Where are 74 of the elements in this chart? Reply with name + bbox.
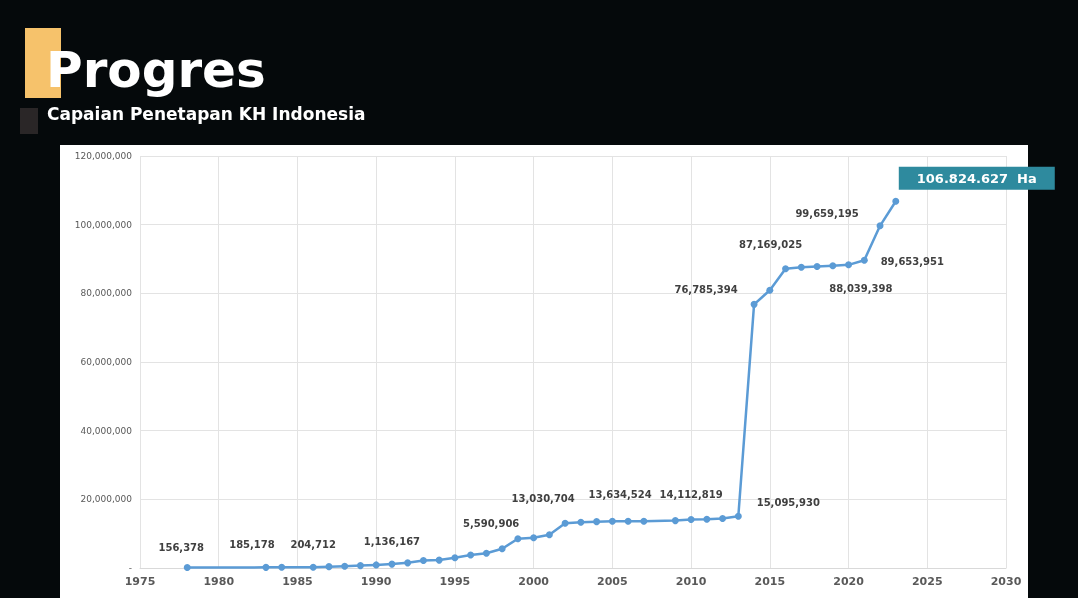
y-tick-label: 40,000,000 — [80, 425, 133, 436]
point — [309, 563, 317, 571]
point — [356, 562, 364, 570]
y-tick-label: 100,000,000 — [74, 219, 133, 230]
y-tick-label: 120,000,000 — [74, 151, 133, 161]
point — [860, 256, 868, 264]
point — [813, 263, 821, 271]
data-label: 14,112,819 — [659, 489, 723, 501]
point — [829, 262, 837, 270]
point — [608, 517, 616, 525]
point — [876, 222, 884, 230]
data-label: 87,169,025 — [738, 239, 803, 251]
point — [183, 563, 191, 571]
point — [719, 515, 727, 523]
data-label: 99,659,195 — [795, 208, 859, 220]
point — [845, 261, 853, 269]
point — [892, 197, 900, 205]
point — [687, 516, 695, 524]
x-tick-label: 2000 — [518, 575, 550, 588]
data-label: 156,378 — [158, 541, 205, 553]
x-tick-label: 2005 — [597, 575, 628, 588]
x-tick-label: 2015 — [754, 575, 786, 588]
point — [561, 519, 569, 527]
point — [435, 556, 443, 564]
point — [372, 561, 380, 569]
data-label: 106.824.627 Ha — [916, 170, 1037, 186]
point — [671, 517, 679, 525]
point — [640, 517, 648, 525]
x-tick-label: 2025 — [911, 575, 943, 588]
y-tick-label: - — [128, 563, 132, 573]
point — [797, 263, 805, 271]
y-tick-label: 80,000,000 — [80, 288, 133, 299]
x-tick-label: 1975 — [124, 575, 156, 588]
x-tick-label: 2030 — [990, 575, 1022, 588]
point — [514, 535, 522, 543]
point — [278, 563, 286, 571]
point — [593, 518, 601, 526]
point — [451, 554, 459, 562]
x-tick-label: 1990 — [360, 575, 392, 588]
point — [325, 563, 333, 571]
data-label: 185,178 — [229, 538, 275, 550]
data-label: 13,030,704 — [511, 492, 575, 504]
point — [467, 551, 475, 559]
x-tick-label: 2010 — [675, 575, 707, 588]
y-tick-label: 60,000,000 — [80, 357, 133, 367]
point — [703, 515, 711, 523]
point — [482, 549, 490, 557]
x-tick-label: 1980 — [203, 575, 235, 588]
point — [404, 559, 412, 567]
point — [750, 300, 758, 308]
point — [530, 534, 538, 542]
chart-subtitle: Capaian Penetapan KH Indonesia — [47, 104, 366, 124]
data-label: 204,712 — [290, 538, 337, 550]
data-label: 88,039,398 — [829, 283, 893, 295]
data-label: 1,136,167 — [363, 535, 421, 547]
point — [419, 556, 427, 564]
point — [262, 563, 270, 571]
point — [734, 512, 742, 520]
point — [498, 545, 506, 553]
x-tick-label: 1985 — [282, 575, 313, 588]
point — [624, 517, 632, 525]
point — [766, 286, 774, 294]
point — [341, 562, 349, 570]
y-tick-label: 20,000,000 — [80, 494, 133, 505]
point — [545, 531, 553, 539]
data-label: 15,095,930 — [756, 496, 820, 508]
data-label: 5,590,906 — [462, 518, 520, 530]
data-label: 13,634,524 — [588, 488, 652, 500]
point — [577, 518, 585, 526]
data-label: 89,653,951 — [880, 255, 944, 267]
x-tick-label: 1995 — [439, 575, 471, 588]
x-tick-label: 2020 — [833, 575, 865, 588]
data-label: 76,785,394 — [674, 283, 738, 295]
point — [782, 265, 790, 273]
